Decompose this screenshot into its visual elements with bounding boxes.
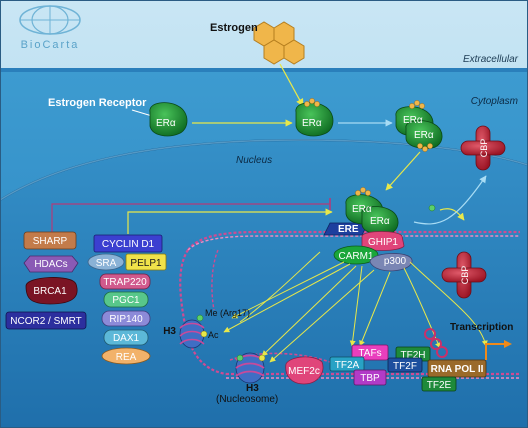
dax1-protein: DAX1 [103,329,149,346]
cbp-top-label: CBP [479,139,489,158]
h3-modified-label: H3 [163,326,176,337]
sharp-protein: SHARP [23,231,77,250]
free-ligand-dot [428,204,436,212]
er-alpha-dna-label-2: ERα [370,216,390,227]
estrogen-molecule [253,21,305,65]
mef2c-label: MEF2c [288,366,320,377]
transcription-label: Transcription [450,322,513,333]
histone-h3-modified [179,314,208,349]
rna-pol-ii-label: RNA POL II [431,364,484,375]
methylation-label: Me (Arg17) [205,308,250,318]
coactivator-arrows [223,251,488,363]
nuclear-import-arrow [385,151,421,191]
sra-label: SRA [96,258,117,269]
corepressor-inhibition-line [51,203,330,232]
er-alpha-free: ERα [149,102,188,137]
tf2a-label: TF2A [335,360,360,371]
biocarta-logo: BioCarta [19,5,81,51]
brca1-protein: BRCA1 [25,277,78,305]
tbp-label: TBP [360,373,380,384]
nucleosome-label: (Nucleosome) [216,394,278,405]
sharp-label: SHARP [33,236,68,247]
cbp-nucleus: CBP [441,251,487,299]
er-alpha-dimer-cytoplasm: ERα ERα [395,100,443,152]
er-alpha-dimer-label-1: ERα [403,115,423,126]
carm1-label: CARM1 [338,251,373,262]
pol-ii-phosphates [424,328,448,358]
dax1-label: DAX1 [113,333,140,344]
cytoplasm-label: Cytoplasm [471,96,518,107]
nucleus-label: Nucleus [236,155,272,166]
extracellular-label: Extracellular [463,54,519,65]
rna-pol-ii-protein: RNA POL II [427,359,487,378]
cbp-export-arrow [413,175,487,225]
carm1-protein: CARM1 [333,245,379,265]
ere-label: ERE [338,224,359,235]
er-alpha-dimer-dna: ERα ERα [345,187,399,235]
pgc1-label: PGC1 [112,295,140,306]
trap220-label: TRAP220 [103,277,147,288]
hdacs-protein: HDACs [23,255,79,273]
er-alpha-bound-label: ERα [302,118,322,129]
mef2c-protein: MEF2c [285,356,324,385]
transcription-arrow-head [504,340,512,348]
er-alpha-free-label: ERα [156,118,176,129]
tbp-protein: TBP [353,369,387,386]
tf2e-protein: TF2E [421,376,457,392]
rip140-label: RIP140 [109,314,143,325]
cbp-cytoplasm: CBP [460,125,506,171]
tf2f-label: TF2F [393,361,417,372]
ncor2-smrt-label: NCOR2 / SMRT [10,316,82,327]
rea-label: REA [116,352,137,363]
transcription-start-arrow [485,343,504,360]
ligand-release-arrow [439,208,465,221]
er-alpha-dimer-label-2: ERα [414,130,434,141]
cyclin-d1-protein: CYCLIN D1 [93,234,163,253]
nucleosome [235,352,266,384]
er-alpha-bound: ERα [295,98,334,137]
h3-nucleosome-label: H3 [246,383,259,394]
cyclin-d1-label: CYCLIN D1 [102,239,155,250]
pelp1-label: PELP1 [130,258,162,269]
tf2e-label: TF2E [427,380,452,391]
p300-label: p300 [384,256,407,267]
receptor-pointer-line [131,109,153,117]
pgc1-protein: PGC1 [103,291,149,308]
tf2h-label: TF2H [401,350,426,361]
sra-protein: SRA [87,253,125,271]
estrogen-label: Estrogen [210,22,258,34]
p300-protein: p300 [369,253,413,272]
cbp-bottom-label: CBP [460,266,470,285]
ghip1-label: GHIP1 [368,237,398,248]
regulator-activation-line [127,208,333,234]
tf2f-protein: TF2F [387,357,423,373]
estrogen-binding-arrow [279,63,304,107]
brca1-label: BRCA1 [33,286,67,297]
ncor2-smrt-protein: NCOR2 / SMRT [5,311,87,330]
pelp1-protein: PELP1 [125,253,167,271]
trap220-protein: TRAP220 [99,273,151,290]
tafs-label: TAFs [358,348,381,359]
tafs-protein: TAFs [351,344,389,361]
hdacs-label: HDACs [34,259,67,270]
rip140-protein: RIP140 [101,310,151,327]
er-alpha-dna-label-1: ERα [352,204,372,215]
logo-text: BioCarta [21,39,80,51]
acetylation-label: Ac [208,330,219,340]
estrogen-receptor-label: Estrogen Receptor [48,97,147,109]
tf2a-protein: TF2A [329,356,365,372]
rea-protein: REA [101,347,151,365]
